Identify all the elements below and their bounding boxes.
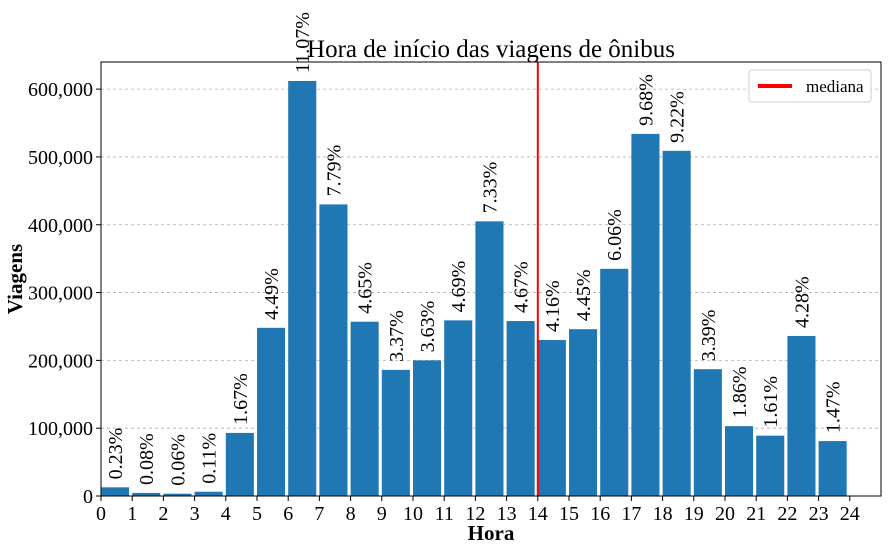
x-tick-label: 17 (621, 503, 641, 525)
percent-label: 4.49% (261, 268, 283, 320)
x-tick-label: 23 (809, 503, 829, 525)
x-tick-label: 1 (127, 503, 137, 525)
percent-label: 3.39% (698, 310, 720, 362)
bar-hour-10 (413, 360, 442, 496)
bar-hour-0 (101, 487, 130, 496)
bar-hour-8 (350, 321, 379, 496)
bar-hour-12 (475, 221, 504, 496)
x-axis-label: Hora (468, 521, 515, 545)
percent-label: 7.33% (479, 162, 501, 214)
x-tick-label: 18 (653, 503, 673, 525)
x-tick-label: 7 (314, 503, 324, 525)
x-tick-label: 8 (346, 503, 356, 525)
y-tick-label: 500,000 (28, 147, 93, 169)
x-axis-ticks: 0 1 2 3 4 5 6 7 8 9 10 11 12 13 14 15 16 17 18 19 20 21 22 23 24 (96, 496, 860, 525)
percent-label: 1.47% (823, 381, 845, 433)
percent-label: 4.67% (511, 261, 533, 313)
bar-hour-3 (194, 491, 223, 496)
bar-hour-22 (787, 335, 816, 496)
percent-label: 7.79% (323, 145, 345, 197)
x-tick-label: 12 (465, 503, 485, 525)
percent-label: 4.16% (542, 280, 564, 332)
x-tick-label: 6 (283, 503, 293, 525)
percent-label: 1.67% (230, 373, 252, 425)
bar-hour-19 (693, 369, 722, 496)
x-tick-label: 5 (252, 503, 262, 525)
percent-labels: 0.23% 0.08% 0.06% 0.11% 1.67% 4.49% 11.07% 7.79… (105, 12, 845, 486)
percent-label: 4.45% (573, 270, 595, 322)
bar-hour-4 (225, 432, 254, 496)
percent-label: 4.69% (448, 261, 470, 313)
y-tick-label: 100,000 (28, 418, 93, 440)
x-tick-label: 20 (715, 503, 735, 525)
x-tick-label: 4 (221, 503, 231, 525)
x-tick-label: 14 (528, 503, 548, 525)
bar-hour-5 (257, 327, 286, 496)
x-tick-label: 13 (497, 503, 517, 525)
bar-hour-20 (725, 426, 754, 496)
bar-hour-17 (631, 133, 660, 496)
y-tick-label: 400,000 (28, 215, 93, 237)
bar-hour-16 (600, 268, 629, 496)
bar-hour-18 (662, 150, 691, 496)
percent-label: 1.61% (760, 376, 782, 428)
percent-label: 4.28% (791, 276, 813, 328)
bar-hour-13 (506, 321, 535, 496)
x-tick-label: 2 (158, 503, 168, 525)
legend-box (748, 69, 872, 103)
percent-label: 9.68% (635, 74, 657, 126)
percent-label: 0.11% (199, 433, 221, 484)
percent-label: 0.06% (167, 434, 189, 486)
bar-hour-14 (537, 340, 566, 496)
percent-label: 1.86% (729, 366, 751, 418)
bar-hour-7 (319, 204, 348, 496)
x-tick-label: 15 (559, 503, 579, 525)
legend: mediana (748, 69, 872, 103)
x-tick-label: 19 (684, 503, 704, 525)
bar-hour-11 (444, 320, 473, 496)
bar-hour-15 (569, 329, 598, 496)
bar-hour-1 (132, 492, 161, 496)
y-tick-label: 200,000 (28, 350, 93, 372)
percent-label: 0.08% (136, 433, 158, 485)
percent-label: 3.63% (417, 301, 439, 353)
bar-hour-21 (756, 435, 785, 496)
x-tick-label: 0 (96, 503, 106, 525)
plot-frame (100, 61, 882, 497)
x-tick-label: 3 (190, 503, 200, 525)
bar-hour-23 (818, 441, 847, 496)
bar-hour-6 (288, 80, 317, 497)
y-tick-label: 0 (83, 486, 93, 508)
percent-label: 4.65% (355, 262, 377, 314)
y-axis-label: Viagens (3, 244, 27, 314)
x-tick-label: 22 (777, 503, 797, 525)
chart-title: Hora de início das viagens de ônibus (307, 36, 675, 63)
legend-median-label: mediana (806, 77, 864, 96)
percent-label: 0.23% (105, 428, 127, 480)
y-tick-label: 600,000 (28, 79, 93, 101)
bars (101, 80, 847, 497)
x-tick-label: 24 (840, 503, 860, 525)
x-tick-label: 10 (403, 503, 423, 525)
x-tick-label: 16 (590, 503, 610, 525)
percent-label: 3.37% (386, 310, 408, 362)
x-tick-label: 9 (377, 503, 387, 525)
percent-label: 11.07% (292, 12, 314, 73)
bar-hour-9 (381, 369, 410, 496)
y-tick-label: 300,000 (28, 283, 93, 305)
percent-label: 6.06% (604, 209, 626, 261)
percent-label: 9.22% (667, 91, 689, 143)
bar-hour-2 (163, 493, 192, 496)
x-tick-label: 11 (435, 503, 454, 525)
x-tick-label: 21 (746, 503, 766, 525)
y-axis-ticks: 0 100,000 200,000 300,000 400,000 500,000 600,… (28, 79, 101, 508)
